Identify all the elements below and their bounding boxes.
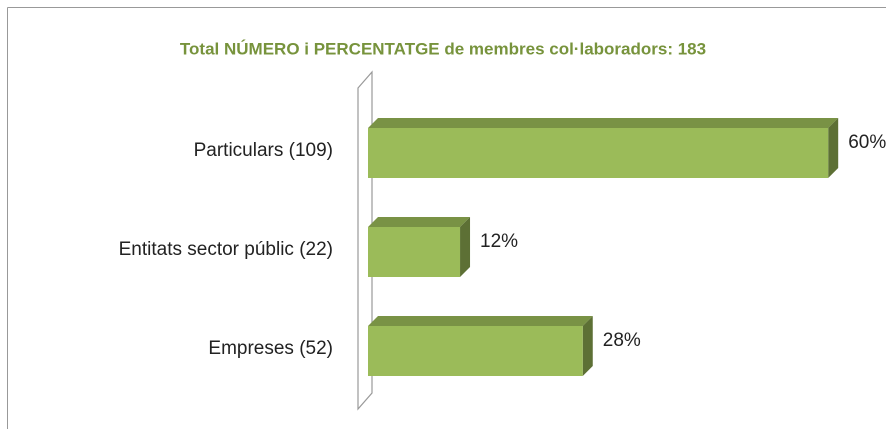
bar-side [582, 316, 593, 376]
bar-top [368, 316, 593, 326]
value-label: 60% [848, 132, 886, 153]
category-label: Entitats sector públic (22) [119, 239, 333, 260]
chart-title: Total NÚMERO i PERCENTATGE de membres co… [180, 39, 706, 58]
bar-top [368, 217, 471, 227]
category-label: Empreses (52) [208, 338, 333, 359]
category-label: Particulars (109) [194, 140, 333, 161]
bar-top [368, 118, 839, 128]
value-label: 28% [603, 330, 641, 351]
bar [368, 326, 583, 376]
value-label: 12% [480, 231, 518, 252]
bar [368, 227, 461, 277]
bar [368, 128, 829, 178]
bar-side [460, 217, 471, 277]
bar-side [828, 118, 839, 178]
